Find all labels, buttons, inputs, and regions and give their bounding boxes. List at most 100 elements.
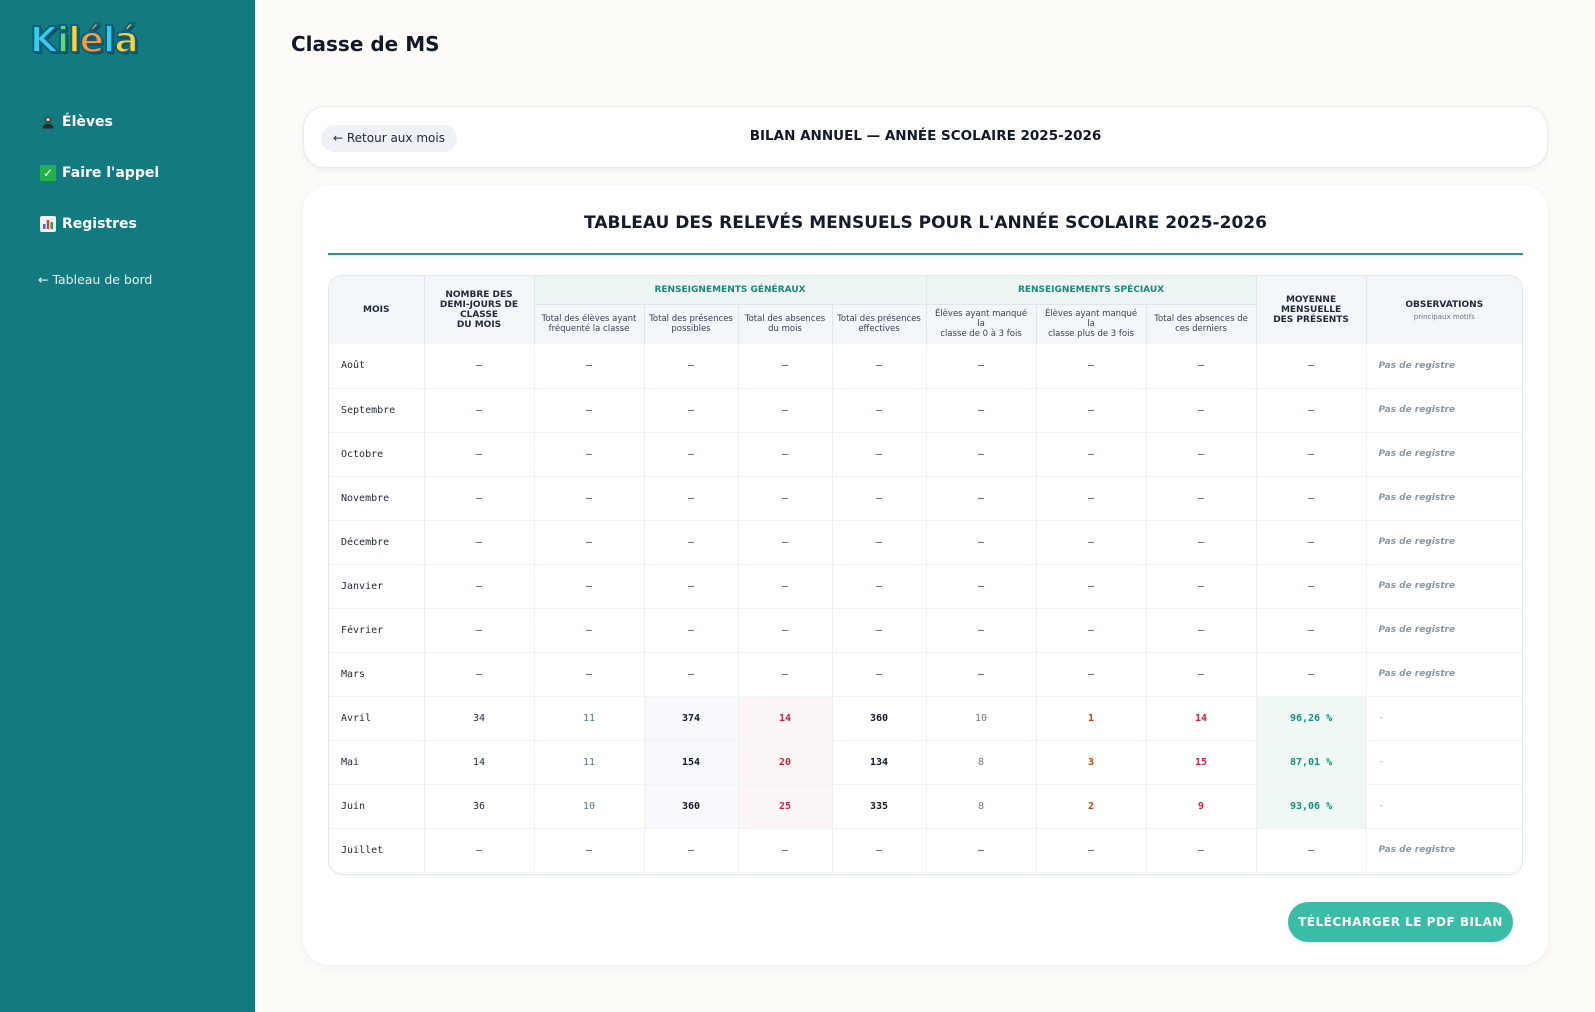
value-cell: – (832, 388, 927, 433)
value-cell: – (1036, 388, 1147, 433)
month-cell: Mai (329, 740, 425, 785)
table-row: Février – – – – – – – – – Pas de registre (329, 608, 1522, 653)
value-cell: – (926, 520, 1037, 565)
table-row: Août – – – – – – – – – Pas de registre (329, 344, 1522, 389)
value-cell: – (832, 828, 927, 873)
observation-cell: Pas de registre (1366, 828, 1522, 873)
month-cell: Août (329, 344, 425, 389)
value-cell: 14 (738, 696, 833, 741)
table-row: Janvier – – – – – – – – – Pas de registre (329, 564, 1522, 609)
subheader-1: Total des présences possibles (644, 303, 739, 344)
value-cell: 8 (926, 740, 1037, 785)
sidebar-item-registres[interactable]: Registres (40, 216, 137, 232)
observation-cell: Pas de registre (1366, 432, 1522, 477)
value-cell: – (1146, 520, 1257, 565)
value-cell: 10 (926, 696, 1037, 741)
value-cell: – (738, 432, 833, 477)
value-cell: – (1256, 388, 1367, 433)
value-cell: 87,01 % (1256, 740, 1367, 785)
app-logo[interactable]: Kilélá (29, 19, 140, 62)
sidebar-item-label: Élèves (62, 114, 113, 130)
observation-cell: Pas de registre (1366, 344, 1522, 389)
logo-letter: l (67, 19, 81, 62)
value-cell: 374 (644, 696, 739, 741)
download-pdf-button[interactable]: TÉLÉCHARGER LE PDF BILAN (1288, 902, 1513, 942)
observation-cell: Pas de registre (1366, 388, 1522, 433)
observation-cell: Pas de registre (1366, 652, 1522, 697)
header-group-special: RENSEIGNEMENTS SPÉCIAUX (926, 276, 1257, 304)
back-to-months-button[interactable]: ← Retour aux mois (321, 125, 457, 152)
value-cell: – (644, 432, 739, 477)
value-cell: – (926, 828, 1037, 873)
dashboard-back-link[interactable]: ← Tableau de bord (38, 272, 153, 287)
value-cell: – (1036, 520, 1147, 565)
value-cell: – (1256, 432, 1367, 477)
value-cell: 1 (1036, 696, 1147, 741)
value-cell: – (1036, 608, 1147, 653)
month-cell: Juillet (329, 828, 425, 873)
value-cell: – (534, 828, 645, 873)
value-cell: – (832, 432, 927, 477)
value-cell: 15 (1146, 740, 1257, 785)
sidebar-item-eleves[interactable]: Élèves (40, 114, 113, 130)
value-cell: – (424, 344, 535, 389)
value-cell: – (644, 344, 739, 389)
value-cell: – (534, 388, 645, 433)
value-cell: – (644, 476, 739, 521)
value-cell: 20 (738, 740, 833, 785)
value-cell: – (1036, 564, 1147, 609)
value-cell: – (832, 608, 927, 653)
value-cell: – (1036, 828, 1147, 873)
value-cell: – (424, 564, 535, 609)
value-cell: – (1256, 476, 1367, 521)
value-cell: 154 (644, 740, 739, 785)
value-cell: – (832, 344, 927, 389)
value-cell: 14 (1146, 696, 1257, 741)
sidebar: Kilélá Élèves ✓ Faire l'appel Registres … (0, 0, 255, 1012)
value-cell: – (644, 828, 739, 873)
report-title: TABLEAU DES RELEVÉS MENSUELS POUR L'ANNÉ… (584, 213, 1267, 233)
value-cell: – (534, 344, 645, 389)
value-cell: – (1036, 476, 1147, 521)
value-cell: – (644, 388, 739, 433)
month-cell: Février (329, 608, 425, 653)
sidebar-item-label: Registres (62, 216, 137, 232)
observation-cell: Pas de registre (1366, 608, 1522, 653)
month-cell: Avril (329, 696, 425, 741)
subheader-6: Total des absences de ces derniers (1146, 303, 1257, 344)
table-row: Mai 14 11 154 20 134 8 3 15 87,01 % - (329, 740, 1522, 785)
value-cell: 93,06 % (1256, 784, 1367, 829)
subheader-3: Total des présences effectives (832, 303, 927, 344)
value-cell: – (644, 652, 739, 697)
value-cell: – (738, 652, 833, 697)
value-cell: 34 (424, 696, 535, 741)
value-cell: – (1036, 652, 1147, 697)
header-card: ← Retour aux mois BILAN ANNUEL — ANNÉE S… (303, 106, 1548, 168)
value-cell: – (534, 564, 645, 609)
value-cell: – (1036, 432, 1147, 477)
value-cell: – (738, 520, 833, 565)
value-cell: – (1256, 564, 1367, 609)
value-cell: – (1146, 344, 1257, 389)
value-cell: – (926, 652, 1037, 697)
subheader-5: Élèves ayant manqué la classe plus de 3 f… (1036, 303, 1147, 344)
month-cell: Septembre (329, 388, 425, 433)
annual-report-title: BILAN ANNUEL — ANNÉE SCOLAIRE 2025-2026 (749, 128, 1102, 144)
observation-cell: - (1366, 740, 1522, 785)
sidebar-item-faire-appel[interactable]: ✓ Faire l'appel (40, 165, 159, 181)
value-cell: – (1146, 476, 1257, 521)
value-cell: 36 (424, 784, 535, 829)
value-cell: – (832, 564, 927, 609)
report-card: TABLEAU DES RELEVÉS MENSUELS POUR L'ANNÉ… (303, 185, 1548, 965)
value-cell: – (1256, 520, 1367, 565)
value-cell: – (424, 608, 535, 653)
value-cell: – (424, 520, 535, 565)
monthly-report-table: MOIS NOMBRE DES DEMI-JOURS DE CLASSE DU … (329, 276, 1522, 873)
month-cell: Octobre (329, 432, 425, 477)
value-cell: – (738, 828, 833, 873)
value-cell: – (534, 608, 645, 653)
month-cell: Janvier (329, 564, 425, 609)
value-cell: 2 (1036, 784, 1147, 829)
subheader-2: Total des absences du mois (738, 303, 833, 344)
value-cell: – (738, 344, 833, 389)
